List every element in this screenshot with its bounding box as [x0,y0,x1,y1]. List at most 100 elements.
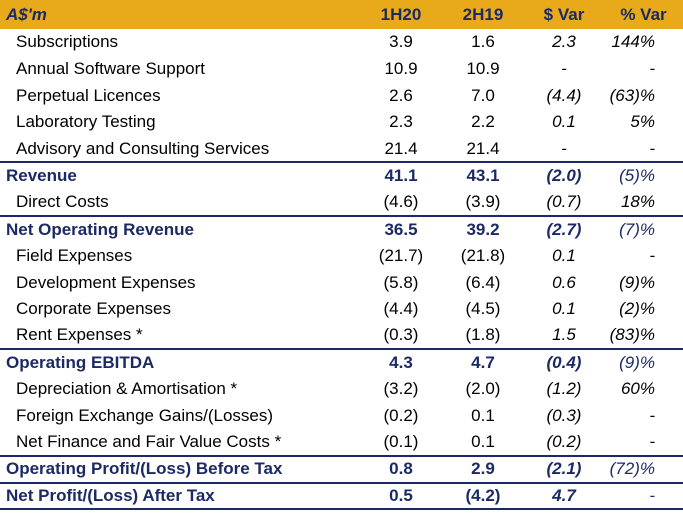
table-total-row: Net Profit/(Loss) After Tax 0.5 (4.2) 4.7- [0,481,683,511]
cell-2h19: 2.9 [442,455,524,483]
row-label: Direct Costs [16,191,109,211]
table-row: Advisory and Consulting Services 21.4 21.4… [0,136,683,163]
cell-dollar-var: - [561,138,567,158]
header-row: A$'m 1H20 2H19 $ Var % Var [0,0,683,29]
cell-2h19: (3.9) [465,191,501,211]
cell-dollar-var: 0.1 [552,299,576,319]
header-dollar-var: $ Var [543,4,585,24]
cell-percent-var: (9)% [604,348,683,376]
cell-1h20: 41.1 [360,161,442,190]
header-1h20: 1H20 [380,4,422,24]
cell-dollar-var: 1.5 [552,325,576,345]
cell-percent-var: 5% [630,112,655,132]
cell-percent-var: (72)% [604,455,683,483]
cell-percent-var: (7)% [604,214,683,243]
cell-dollar-var: - [561,59,567,79]
table-row: Field Expenses (21.7) (21.8) 0.1 - [0,243,683,270]
cell-1h20: 0.5 [360,481,442,511]
cell-2h19: 1.6 [471,32,495,52]
table-row: Foreign Exchange Gains/(Losses) (0.2) 0.1 (… [0,403,683,430]
cell-2h19: 0.1 [471,405,495,425]
row-label: Depreciation & Amortisation * [16,379,238,399]
row-label: Annual Software Support [16,59,206,79]
cell-percent-var: - [604,481,683,511]
cell-2h19: (21.8) [460,245,506,265]
header-label: A$'m [6,4,47,24]
row-label: Advisory and Consulting Services [16,138,270,158]
cell-1h20: 0.8 [360,455,442,483]
row-label: Foreign Exchange Gains/(Losses) [16,405,274,425]
cell-percent-var: (5)% [604,161,683,190]
row-label: Rent Expenses * [16,325,143,345]
cell-dollar-var: 0.1 [552,112,576,132]
cell-dollar-var: (2.7) [524,214,604,243]
cell-percent-var: 144% [611,32,655,52]
cell-dollar-var: (2.0) [524,161,604,190]
table-row: Rent Expenses * (0.3) (1.8) 1.5 (83)% [0,323,683,350]
row-label: Operating Profit/(Loss) Before Tax [0,455,360,483]
cell-1h20: 36.5 [360,214,442,243]
cell-2h19: (1.8) [465,325,501,345]
cell-percent-var: (9)% [619,272,655,292]
cell-percent-var: 60% [620,379,655,399]
cell-2h19: (6.4) [465,272,501,292]
row-label: Net Finance and Fair Value Costs * [16,432,282,452]
cell-2h19: (2.0) [465,379,501,399]
cell-1h20: 2.3 [389,112,413,132]
row-label: Laboratory Testing [16,112,156,132]
row-label: Subscriptions [16,32,119,52]
table-row: Net Finance and Fair Value Costs * (0.1) 0… [0,429,683,456]
cell-1h20: 4.3 [360,348,442,376]
cell-1h20: (0.3) [383,325,419,345]
cell-dollar-var: (0.2) [546,432,582,452]
cell-1h20: 10.9 [384,59,418,79]
cell-percent-var: (83)% [609,325,655,345]
row-label: Perpetual Licences [16,85,161,105]
cell-2h19: (4.2) [442,481,524,511]
cell-dollar-var: (2.1) [524,455,604,483]
row-label: Operating EBITDA [0,348,360,376]
cell-percent-var: - [649,432,655,452]
table-total-row: Operating EBITDA 4.3 4.7 (0.4) (9)% [0,348,683,376]
cell-dollar-var: 2.3 [552,32,576,52]
table-row: Perpetual Licences 2.6 7.0 (4.4) (63)% [0,82,683,109]
header-2h19: 2H19 [462,4,504,24]
table-body: Subscriptions 3.9 1.6 2.3 144% Annual Softwar… [0,29,683,511]
cell-percent-var: (63)% [609,85,655,105]
row-label: Corporate Expenses [16,299,171,319]
cell-2h19: (4.5) [465,299,501,319]
table-row: Direct Costs (4.6) (3.9) (0.7) 18% [0,189,683,216]
cell-dollar-var: (0.4) [524,348,604,376]
cell-percent-var: - [649,245,655,265]
cell-dollar-var: (4.4) [546,85,582,105]
cell-1h20: 2.6 [389,85,413,105]
table-total-row: Revenue 41.1 43.1 (2.0) (5)% [0,161,683,190]
cell-1h20: (4.4) [383,299,419,319]
table-row: Development Expenses (5.8) (6.4) 0.6 (9)% [0,269,683,296]
cell-2h19: 0.1 [471,432,495,452]
cell-percent-var: - [649,405,655,425]
cell-2h19: 10.9 [466,59,500,79]
table-row: Subscriptions 3.9 1.6 2.3 144% [0,29,683,56]
cell-1h20: (0.2) [383,405,419,425]
cell-dollar-var: (0.7) [546,191,582,211]
cell-dollar-var: (0.3) [546,405,582,425]
cell-2h19: 21.4 [466,138,500,158]
row-label: Revenue [0,161,360,190]
cell-1h20: (4.6) [383,191,419,211]
cell-dollar-var: (1.2) [546,379,582,399]
cell-2h19: 4.7 [442,348,524,376]
cell-2h19: 2.2 [471,112,495,132]
cell-percent-var: (2)% [619,299,655,319]
row-label: Field Expenses [16,245,133,265]
cell-percent-var: 18% [620,191,655,211]
cell-1h20: (3.2) [383,379,419,399]
cell-1h20: 3.9 [389,32,413,52]
cell-2h19: 39.2 [442,214,524,243]
cell-dollar-var: 4.7 [524,481,604,511]
cell-2h19: 7.0 [471,85,495,105]
table-total-row: Operating Profit/(Loss) Before Tax 0.8 2.9… [0,455,683,483]
cell-1h20: (5.8) [383,272,419,292]
table-total-row: Net Operating Revenue 36.5 39.2 (2.7) (7)% [0,214,683,243]
